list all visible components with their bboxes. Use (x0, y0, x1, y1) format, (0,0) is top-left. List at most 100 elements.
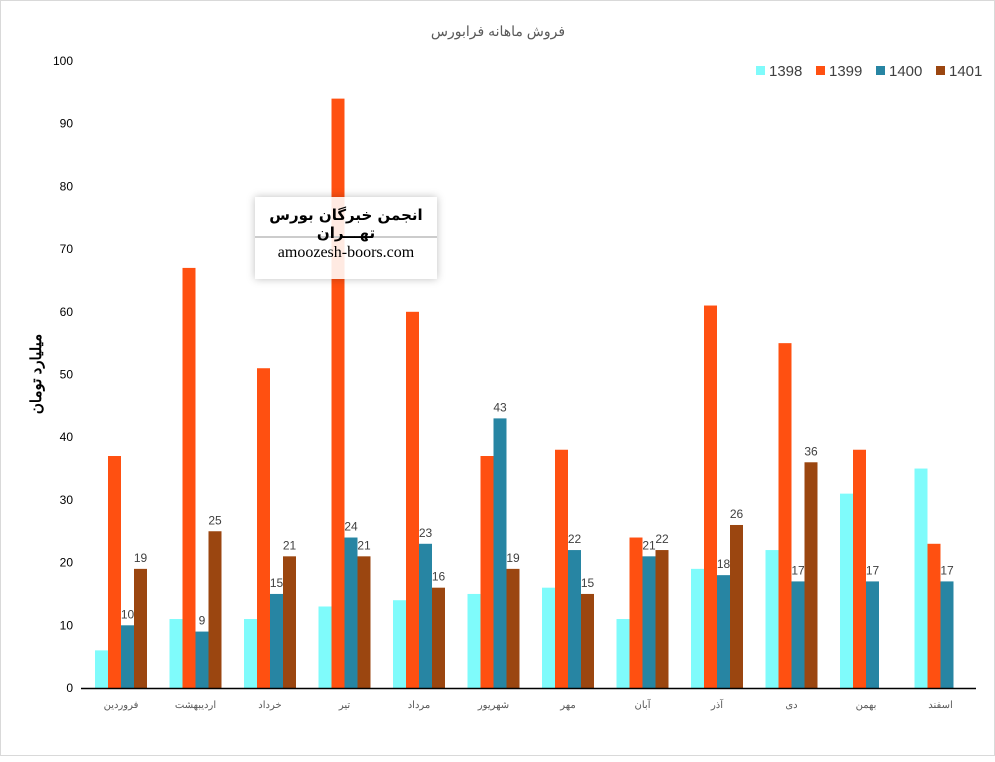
bar-1401 (283, 556, 296, 688)
bar-1399 (555, 449, 568, 688)
data-label: 15 (270, 576, 284, 590)
y-tick-label: 0 (66, 681, 73, 695)
bar-1399 (629, 537, 643, 688)
data-label: 9 (199, 614, 206, 628)
bar-1398 (393, 600, 406, 688)
bar-1401 (134, 568, 147, 688)
bar-1400 (344, 537, 358, 688)
bar-1400 (940, 581, 954, 688)
bar-1400 (642, 556, 656, 688)
legend-label: 1398 (769, 63, 802, 80)
x-tick-label: آبان (635, 698, 652, 711)
bar-1399 (853, 449, 866, 688)
data-label: 25 (208, 513, 222, 527)
bar-1401 (581, 593, 594, 688)
data-label: 21 (357, 538, 371, 552)
bar-1398 (244, 619, 257, 688)
y-tick-label: 10 (60, 618, 74, 632)
y-tick-label: 100 (53, 54, 73, 68)
bar-1401 (730, 524, 743, 688)
data-label: 36 (804, 444, 818, 458)
data-label: 43 (493, 400, 507, 414)
bar-1400 (791, 581, 805, 688)
x-tick-label: اسفند (928, 700, 952, 711)
legend-label: 1401 (949, 63, 982, 80)
x-axis: فروردین اردیبهشت خرداد تیر مرداد شهریور مهر آبا… (104, 698, 953, 711)
bar-1400 (195, 631, 209, 688)
bar-1399 (406, 311, 419, 688)
legend-label: 1399 (829, 63, 862, 80)
bar-1401 (357, 556, 371, 688)
bars (95, 98, 954, 689)
x-tick-label: خرداد (258, 700, 281, 711)
x-tick-label: فروردین (104, 700, 139, 711)
x-tick-label: آذر (710, 698, 724, 711)
bar-1401 (208, 531, 222, 688)
bar-1398 (95, 650, 108, 688)
data-label: 16 (432, 570, 446, 584)
bar-1400 (866, 581, 879, 688)
bar-1398 (765, 550, 779, 688)
x-tick-label: مرداد (408, 700, 431, 711)
y-tick-label: 30 (60, 493, 74, 507)
data-label: 24 (344, 520, 358, 534)
bar-1399 (927, 543, 941, 688)
bar-1400 (419, 543, 432, 688)
x-tick-label: شهریور (477, 700, 509, 711)
data-label: 15 (581, 576, 595, 590)
x-tick-label: مهر (559, 700, 575, 711)
legend-swatch-1400 (876, 66, 885, 75)
data-label: 17 (791, 563, 805, 577)
bar-1398 (691, 568, 704, 688)
data-label: 19 (134, 551, 148, 565)
watermark: انجمن خبرگان بورس تهـــران amoozesh-boor… (255, 197, 437, 279)
y-axis: 0 10 20 30 40 50 60 70 80 90 100 (53, 54, 73, 695)
watermark-title: انجمن خبرگان بورس تهـــران (255, 197, 437, 242)
data-label: 22 (568, 532, 582, 546)
legend-swatch-1399 (816, 66, 825, 75)
y-tick-label: 20 (60, 556, 74, 570)
x-tick-label: تیر (338, 700, 351, 711)
bar-1399 (257, 368, 270, 688)
y-tick-label: 60 (60, 305, 74, 319)
x-tick-label: دی (785, 700, 797, 711)
data-label: 21 (642, 538, 656, 552)
y-tick-label: 80 (60, 179, 74, 193)
bar-1399 (480, 456, 494, 688)
bar-1401 (506, 568, 520, 688)
chart-title: فروش ماهانه فرابورس (431, 23, 565, 40)
bar-1400 (568, 550, 581, 688)
bar-1399 (182, 267, 196, 688)
bar-1400 (270, 593, 283, 688)
y-tick-label: 90 (60, 117, 74, 131)
y-tick-label: 70 (60, 242, 74, 256)
bar-1398 (318, 606, 332, 688)
bar-1400 (493, 418, 507, 688)
bar-1398 (840, 493, 853, 688)
data-label: 17 (940, 563, 954, 577)
data-label: 18 (717, 557, 731, 571)
bar-1399 (778, 343, 792, 688)
data-label: 21 (283, 538, 297, 552)
data-label: 17 (866, 563, 880, 577)
data-label: 26 (730, 507, 744, 521)
bar-1398 (467, 593, 481, 688)
data-label: 23 (419, 526, 433, 540)
y-axis-title: میلیارد تومان (28, 334, 45, 414)
bar-1398 (542, 587, 555, 688)
bar-1399 (704, 305, 717, 688)
legend: 1398 1399 1400 1401 (756, 63, 982, 80)
data-label: 19 (506, 551, 520, 565)
x-tick-label: اردیبهشت (175, 700, 216, 711)
legend-swatch-1401 (936, 66, 945, 75)
bar-1401 (804, 462, 818, 688)
bar-1401 (432, 587, 445, 688)
y-tick-label: 50 (60, 368, 74, 382)
data-label: 22 (655, 532, 669, 546)
legend-swatch-1398 (756, 66, 765, 75)
x-tick-label: بهمن (856, 700, 877, 711)
bar-1400 (121, 625, 134, 688)
